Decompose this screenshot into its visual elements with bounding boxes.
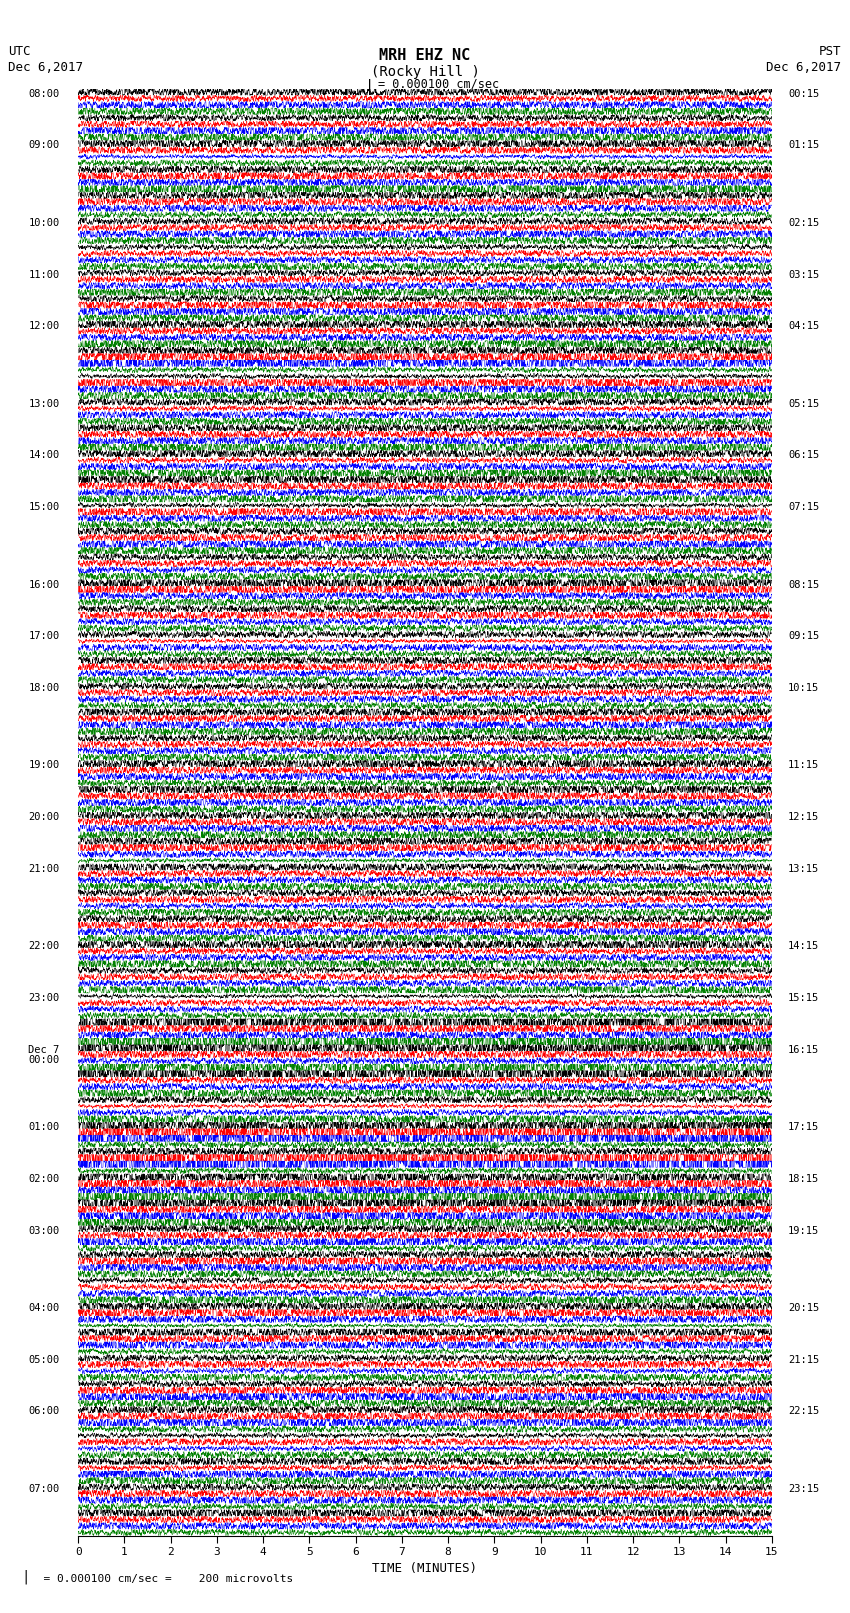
- Text: 21:15: 21:15: [788, 1355, 819, 1365]
- Text: 20:00: 20:00: [28, 813, 60, 823]
- Text: 02:15: 02:15: [788, 218, 819, 227]
- X-axis label: TIME (MINUTES): TIME (MINUTES): [372, 1563, 478, 1576]
- Text: Dec 7
00:00: Dec 7 00:00: [28, 1045, 60, 1066]
- Text: 13:00: 13:00: [28, 398, 60, 408]
- Text: 13:15: 13:15: [788, 865, 819, 874]
- Text: 21:00: 21:00: [28, 865, 60, 874]
- Text: 07:00: 07:00: [28, 1484, 60, 1494]
- Text: PST: PST: [819, 45, 842, 58]
- Text: = 0.000100 cm/sec: = 0.000100 cm/sec: [378, 77, 499, 90]
- Text: 07:15: 07:15: [788, 502, 819, 511]
- Text: 05:15: 05:15: [788, 398, 819, 408]
- Text: = 0.000100 cm/sec =    200 microvolts: = 0.000100 cm/sec = 200 microvolts: [30, 1574, 293, 1584]
- Text: 17:00: 17:00: [28, 631, 60, 642]
- Text: 22:15: 22:15: [788, 1407, 819, 1416]
- Text: 03:15: 03:15: [788, 269, 819, 279]
- Text: 18:15: 18:15: [788, 1174, 819, 1184]
- Text: Dec 6,2017: Dec 6,2017: [8, 61, 83, 74]
- Text: 15:00: 15:00: [28, 502, 60, 511]
- Text: 10:15: 10:15: [788, 682, 819, 694]
- Text: 08:15: 08:15: [788, 579, 819, 590]
- Text: 22:00: 22:00: [28, 942, 60, 952]
- Text: 11:00: 11:00: [28, 269, 60, 279]
- Text: 15:15: 15:15: [788, 994, 819, 1003]
- Text: 06:00: 06:00: [28, 1407, 60, 1416]
- Text: 06:15: 06:15: [788, 450, 819, 460]
- Text: 11:15: 11:15: [788, 760, 819, 771]
- Text: 17:15: 17:15: [788, 1123, 819, 1132]
- Text: (Rocky Hill ): (Rocky Hill ): [371, 65, 479, 79]
- Text: 03:00: 03:00: [28, 1226, 60, 1236]
- Text: |: |: [21, 1569, 30, 1584]
- Text: 01:15: 01:15: [788, 140, 819, 150]
- Text: 23:15: 23:15: [788, 1484, 819, 1494]
- Text: 01:00: 01:00: [28, 1123, 60, 1132]
- Text: 12:00: 12:00: [28, 321, 60, 331]
- Text: 16:00: 16:00: [28, 579, 60, 590]
- Text: |: |: [366, 79, 374, 95]
- Text: 23:00: 23:00: [28, 994, 60, 1003]
- Text: 09:00: 09:00: [28, 140, 60, 150]
- Text: 19:00: 19:00: [28, 760, 60, 771]
- Text: 08:00: 08:00: [28, 89, 60, 98]
- Text: 16:15: 16:15: [788, 1045, 819, 1055]
- Text: 19:15: 19:15: [788, 1226, 819, 1236]
- Text: 18:00: 18:00: [28, 682, 60, 694]
- Text: UTC: UTC: [8, 45, 31, 58]
- Text: 00:15: 00:15: [788, 89, 819, 98]
- Text: Dec 6,2017: Dec 6,2017: [767, 61, 842, 74]
- Text: 05:00: 05:00: [28, 1355, 60, 1365]
- Text: 04:15: 04:15: [788, 321, 819, 331]
- Text: 20:15: 20:15: [788, 1303, 819, 1313]
- Text: MRH EHZ NC: MRH EHZ NC: [379, 48, 471, 63]
- Text: 12:15: 12:15: [788, 813, 819, 823]
- Text: 02:00: 02:00: [28, 1174, 60, 1184]
- Text: 09:15: 09:15: [788, 631, 819, 642]
- Text: 14:15: 14:15: [788, 942, 819, 952]
- Text: 14:00: 14:00: [28, 450, 60, 460]
- Text: 10:00: 10:00: [28, 218, 60, 227]
- Text: 04:00: 04:00: [28, 1303, 60, 1313]
